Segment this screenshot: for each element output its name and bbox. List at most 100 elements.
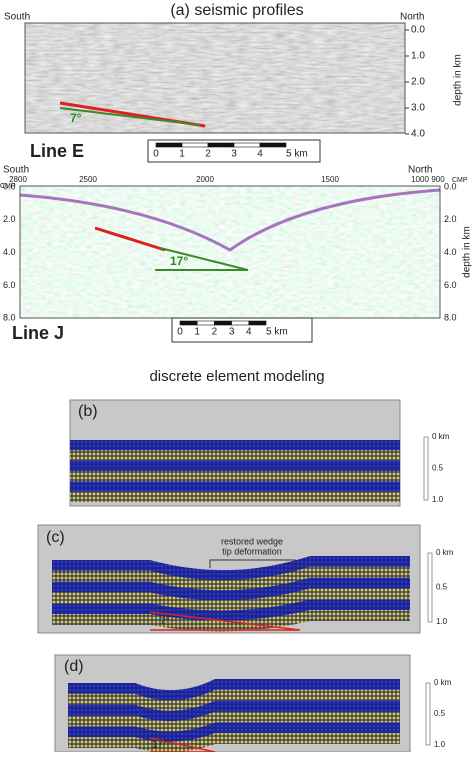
scale-label: 3 bbox=[231, 149, 237, 160]
label-north: North bbox=[400, 12, 424, 23]
model-layer bbox=[52, 599, 410, 622]
depth-scale-label: 0 km bbox=[432, 432, 450, 441]
depth-tick-label: 8.0 bbox=[3, 313, 16, 323]
cmp-tick-label: 2500 bbox=[79, 175, 97, 184]
panel-d: (d) 17° 0 km 0.5 1.0 bbox=[54, 654, 452, 753]
label-north: North bbox=[408, 165, 432, 176]
depth-tick-label: 4.0 bbox=[3, 247, 16, 257]
depth-scale-label: 1.0 bbox=[436, 617, 448, 626]
cmp-tick-label: 1000 bbox=[411, 175, 429, 184]
scale-segment bbox=[196, 320, 215, 326]
model-layer bbox=[68, 711, 400, 732]
model-layer bbox=[52, 588, 410, 612]
scale-segment bbox=[207, 142, 235, 148]
depth-scale-label: 0.5 bbox=[436, 583, 448, 592]
scale-label: 1 bbox=[179, 149, 185, 160]
depth-tick-label: 0.0 bbox=[3, 181, 16, 191]
depth-scale-bar bbox=[427, 552, 433, 623]
cmp-tick-label: 2800 bbox=[9, 175, 27, 184]
panel-label: (c) bbox=[46, 529, 65, 546]
panel-c: (c) restored wedge tip deformation 7° 0 … bbox=[37, 524, 454, 634]
fault-line bbox=[94, 226, 166, 252]
scale-label: 2 bbox=[212, 327, 218, 338]
seismic-frame bbox=[24, 22, 406, 134]
scale-label: 1 bbox=[194, 327, 200, 338]
depth-scale-label: 1.0 bbox=[434, 740, 446, 749]
model-layer bbox=[70, 450, 400, 461]
angle-label: 7° bbox=[70, 111, 82, 125]
scale-label: 0 bbox=[153, 149, 159, 160]
model-title: discrete element modeling bbox=[149, 368, 324, 385]
scale-label: 5 km bbox=[286, 149, 308, 160]
cmp-tick-label: 900 bbox=[431, 175, 445, 184]
depth-axis-label: depth in km bbox=[453, 54, 464, 106]
angle-label: 7° bbox=[160, 617, 170, 628]
annotation: restored wedge bbox=[221, 536, 283, 546]
model-layer bbox=[68, 689, 400, 712]
model-layer bbox=[70, 471, 400, 482]
depth-tick-label: 4.0 bbox=[411, 129, 425, 140]
model-layer bbox=[52, 566, 410, 592]
scale-label: 5 km bbox=[266, 327, 288, 338]
scale-segment bbox=[179, 320, 198, 326]
line-e-panel: South North 7° 0.0 1.0 2.0 3.0 4.0 depth in … bbox=[4, 12, 464, 163]
depth-tick-label: 6.0 bbox=[3, 280, 16, 290]
line-name: Line E bbox=[30, 141, 84, 161]
depth-tick-label: 0.0 bbox=[411, 25, 425, 36]
depth-tick-label: 0.0 bbox=[444, 181, 457, 191]
model-layer bbox=[68, 722, 400, 743]
seismic-image bbox=[25, 23, 405, 133]
depth-scale-label: 0.5 bbox=[434, 709, 446, 718]
depth-scale-bar bbox=[425, 682, 431, 746]
model-layer bbox=[52, 577, 410, 602]
angle-label: 17° bbox=[170, 254, 188, 268]
model-layer bbox=[68, 700, 400, 722]
scale-segment bbox=[181, 142, 209, 148]
reference-line bbox=[59, 107, 201, 126]
depth-tick-label: 1.0 bbox=[411, 51, 425, 62]
bracket bbox=[209, 559, 296, 568]
depth-scale-label: 0 km bbox=[434, 678, 452, 687]
figure-title: (a) seismic profiles bbox=[170, 2, 303, 19]
seismic-image bbox=[20, 186, 440, 318]
label-south: South bbox=[3, 165, 29, 176]
depth-scale-bar bbox=[423, 436, 429, 501]
cmp-tick-label: 1500 bbox=[321, 175, 339, 184]
panel-label: (d) bbox=[64, 658, 84, 675]
depth-tick-label: 2.0 bbox=[444, 214, 457, 224]
line-name: Line J bbox=[12, 323, 64, 343]
scale-segment bbox=[248, 320, 267, 326]
scale-label: 3 bbox=[229, 327, 235, 338]
scale-segment bbox=[155, 142, 183, 148]
depth-tick-label: 4.0 bbox=[444, 247, 457, 257]
scale-segment bbox=[259, 142, 287, 148]
scale-segment bbox=[214, 320, 232, 326]
model-layer bbox=[70, 481, 400, 492]
cmp-tick-label: 2000 bbox=[196, 175, 214, 184]
depth-tick-label: 2.0 bbox=[411, 77, 425, 88]
cmp-label: CMP bbox=[0, 183, 16, 190]
label-south: South bbox=[4, 12, 30, 23]
depth-axis-label: depth in km bbox=[462, 226, 473, 278]
depth-tick-label: 3.0 bbox=[411, 103, 425, 114]
cmp-label: CMP bbox=[452, 177, 468, 184]
fault-wedge bbox=[149, 611, 301, 631]
model-layer bbox=[68, 679, 400, 701]
panel-b: (b) 0 km 0.5 1.0 bbox=[69, 399, 450, 507]
scale-segment bbox=[233, 142, 261, 148]
model-layer bbox=[70, 491, 400, 502]
panel-label: (b) bbox=[78, 403, 98, 420]
scale-label: 4 bbox=[246, 327, 252, 338]
scale-label: 2 bbox=[205, 149, 211, 160]
line-j-panel: South North 2800 2500 2000 1500 1000 900 CMP … bbox=[0, 165, 473, 343]
depth-scale-label: 0.5 bbox=[432, 464, 444, 473]
model-layer bbox=[68, 733, 400, 753]
model-layer bbox=[52, 610, 410, 632]
model-layer bbox=[70, 460, 400, 471]
reflector bbox=[19, 188, 441, 252]
depth-scale-label: 0 km bbox=[436, 548, 454, 557]
model-layer bbox=[70, 440, 400, 451]
depth-tick-label: 2.0 bbox=[3, 214, 16, 224]
